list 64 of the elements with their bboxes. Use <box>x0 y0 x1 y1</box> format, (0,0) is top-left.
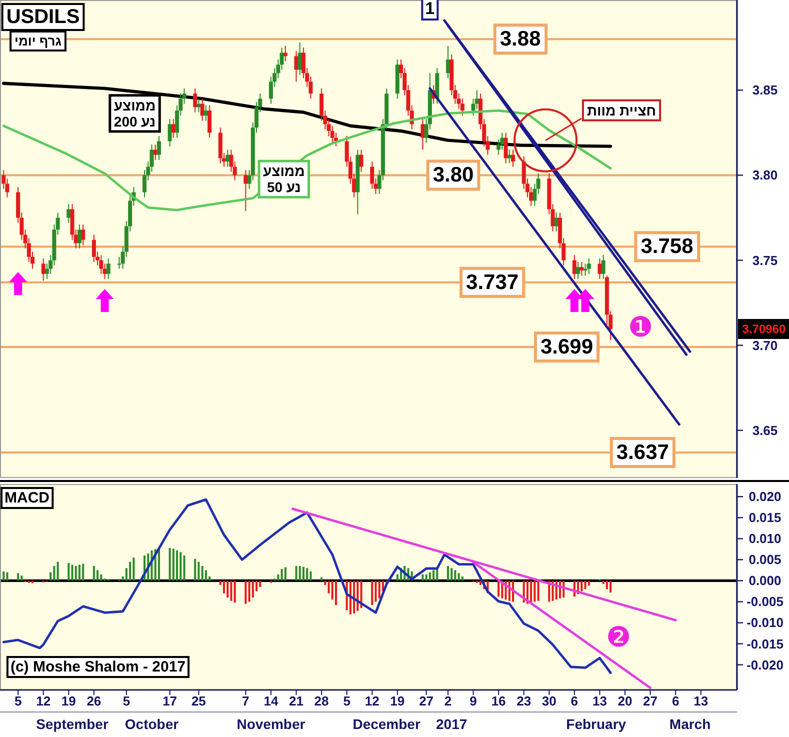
y-tick-label: 3.70 <box>752 338 778 353</box>
y-tick-label: 3.80 <box>752 168 778 183</box>
x2-tick-label: 2017 <box>436 716 468 732</box>
x-tick-label: 23 <box>516 694 532 708</box>
x-tick-label: 6 <box>672 694 680 708</box>
x-tick-label: 9 <box>470 694 477 708</box>
x-tick-label: 6 <box>570 694 578 708</box>
x2-tick-label: March <box>669 716 711 732</box>
y-tick-label: 0.005 <box>748 552 782 568</box>
y-tick-label: 3.85 <box>752 82 778 98</box>
x2-tick-label: October <box>124 716 180 732</box>
y-tick-label: 0.020 <box>748 489 782 504</box>
annotation: 1 <box>425 0 435 18</box>
y-tick-label: -0.015 <box>746 636 784 652</box>
annotation: ❶ <box>628 311 654 342</box>
ref-line-label: 3.737 <box>466 270 519 294</box>
text: 3.70960 <box>742 322 786 336</box>
x-tick-label: 17 <box>162 694 178 708</box>
series-label: ממוצע נע 50 <box>263 163 305 196</box>
x-tick-label: 28 <box>314 694 329 708</box>
text: גרף יומי <box>14 34 62 48</box>
y-tick-label: 3.75 <box>752 252 778 268</box>
x-tick-label: 14 <box>264 694 279 708</box>
x-tick-label: 13 <box>592 694 607 708</box>
chart-title: MACD <box>4 490 50 506</box>
y-tick-label: 0.015 <box>748 510 782 526</box>
x-tick-label: 27 <box>643 694 658 708</box>
x2-tick-label: December <box>352 716 421 732</box>
y-tick-label: -0.020 <box>746 657 784 672</box>
ref-line-label: 3.699 <box>540 336 594 359</box>
x-tick-label: 13 <box>694 694 708 708</box>
series-label: ממוצע נע 200 <box>114 97 156 130</box>
y-tick-label: -0.010 <box>746 615 784 630</box>
x-tick-label: 5 <box>14 694 22 708</box>
x2-tick-label: September <box>36 716 109 732</box>
x-tick-label: 25 <box>191 694 206 708</box>
y-tick-label: 0.000 <box>748 573 782 588</box>
annotation: חציית מוות <box>586 102 656 118</box>
annotation: (c) Moshe Shalom - 2017 <box>10 658 186 676</box>
ref-line-label: 3.637 <box>616 440 669 464</box>
x-tick-label: 5 <box>343 694 350 708</box>
annotation: ❷ <box>606 621 632 652</box>
x2-tick-label: November <box>236 716 306 732</box>
chart-title: USDILS <box>6 6 80 28</box>
y-tick-label: 3.65 <box>752 422 778 438</box>
x-tick-label: 16 <box>491 694 506 708</box>
x-tick-label: 21 <box>289 694 304 708</box>
ref-line-label: 3.758 <box>640 235 694 258</box>
x-tick-label: 12 <box>36 694 51 708</box>
x-tick-label: 12 <box>364 694 380 708</box>
x-tick-label: 30 <box>542 694 556 708</box>
x-tick-label: 19 <box>390 694 405 708</box>
ref-line-label: 3.88 <box>500 28 542 51</box>
ref-line-label: 3.80 <box>432 164 474 187</box>
x-tick-label: 20 <box>618 694 632 708</box>
x-tick-label: 27 <box>419 694 434 708</box>
x-tick-label: 26 <box>86 694 102 708</box>
y-tick-label: -0.005 <box>746 594 784 610</box>
y-tick-label: 0.010 <box>748 531 782 546</box>
x-tick-label: 7 <box>242 694 250 708</box>
x-tick-label: 5 <box>122 694 130 708</box>
x-tick-label: 2 <box>444 694 452 708</box>
x2-tick-label: February <box>566 716 626 732</box>
x-tick-label: 19 <box>61 694 76 708</box>
